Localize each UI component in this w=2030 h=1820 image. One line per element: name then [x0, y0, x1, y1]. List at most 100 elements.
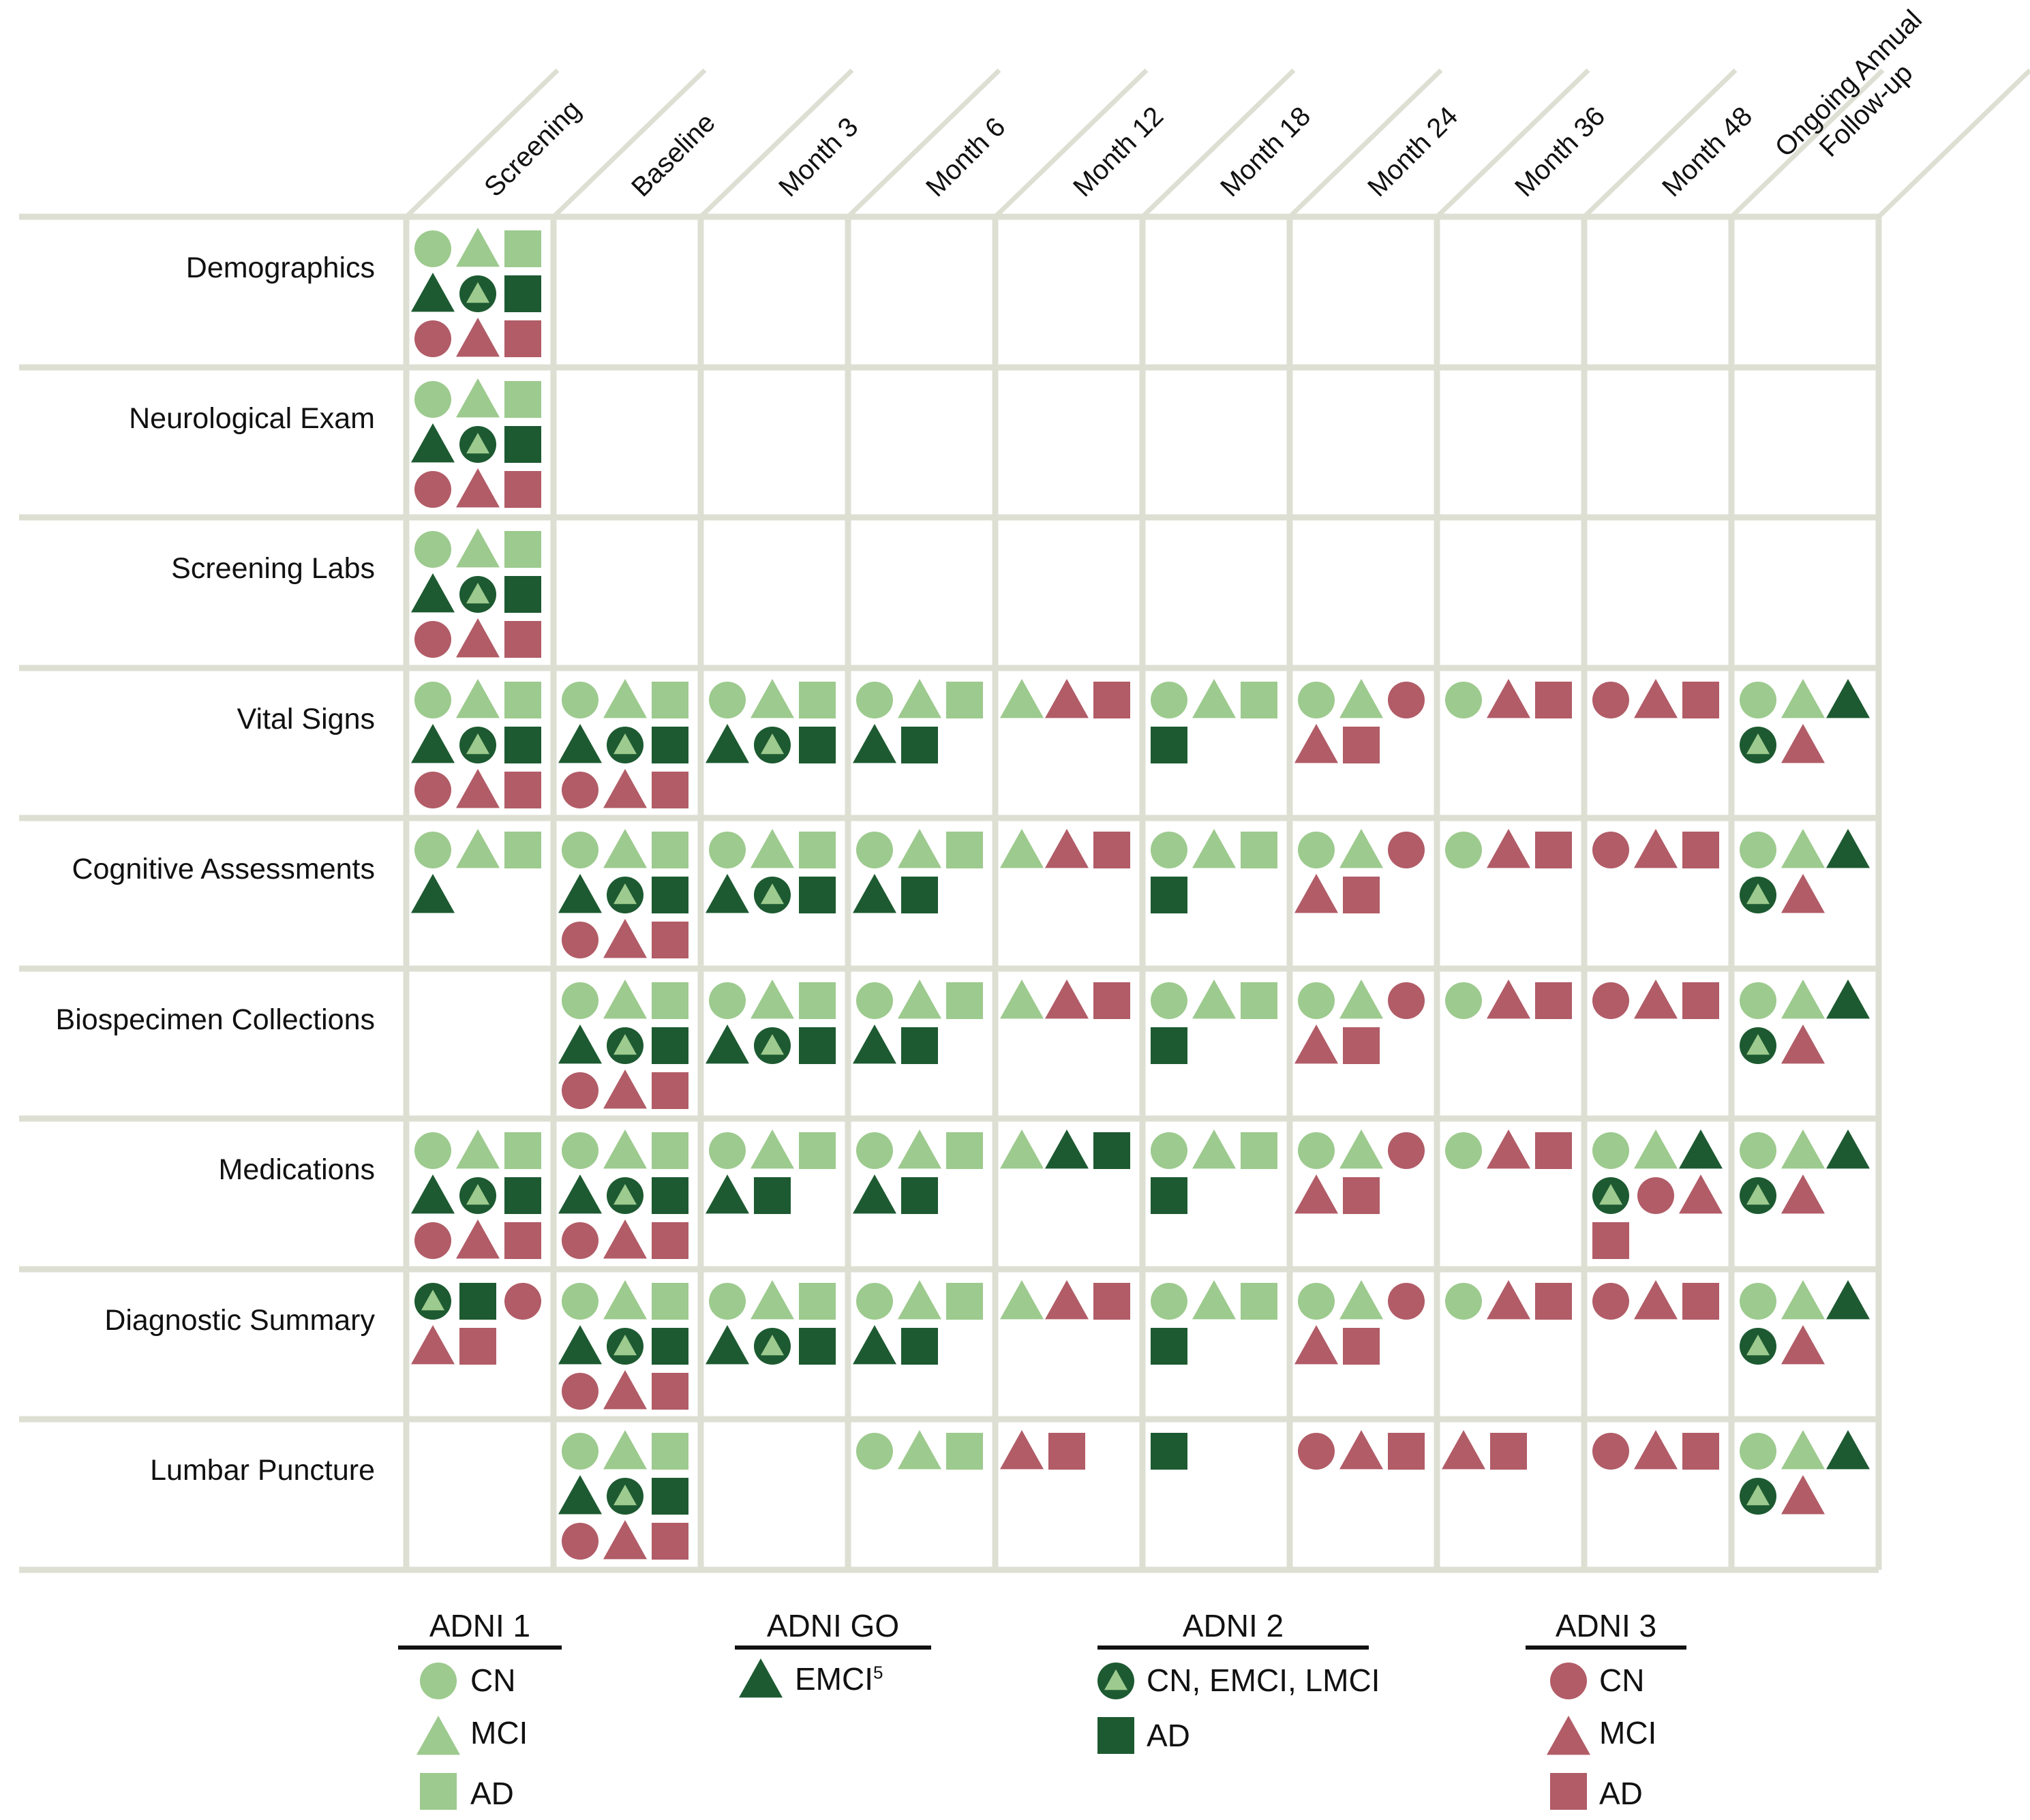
column-header-diagonal — [1877, 68, 2030, 219]
schedule-cell — [1740, 829, 1870, 913]
adni3-ad-square-marker — [652, 772, 688, 808]
adni1-mci-triangle-marker — [456, 829, 500, 868]
legend-markers — [416, 1658, 1590, 1810]
schedule-cell — [1740, 1280, 1870, 1365]
adni2-cn-emci-lmci-circle-marker — [1740, 727, 1776, 763]
adni3-ad-square-marker — [1343, 1177, 1380, 1214]
adni1-mci-triangle-marker — [1339, 1129, 1383, 1169]
row-label: Screening Labs — [171, 552, 375, 585]
adni1-ad-square-marker — [652, 982, 688, 1019]
adni2-ad-square-marker — [504, 727, 541, 763]
adni1-cn-circle-marker — [856, 1132, 893, 1169]
schedule-cell — [1151, 829, 1277, 913]
schedule-cell — [411, 829, 541, 913]
row-label: Diagnostic Summary — [104, 1304, 375, 1337]
column-header-diagonal — [1140, 68, 1296, 219]
adni2-ad-square-marker — [1151, 727, 1187, 763]
adni1-mci-triangle-marker — [1781, 679, 1825, 718]
adni3-mci-triangle-marker — [1634, 1280, 1678, 1320]
adni1-cn-circle-marker — [414, 1132, 451, 1169]
adni3-mci-triangle-marker — [1487, 1280, 1530, 1320]
schedule-cell — [1294, 980, 1425, 1064]
adni1-cn-circle-marker — [562, 1132, 599, 1169]
schedule-cell — [853, 829, 983, 913]
adni3-ad-square-marker — [1550, 1773, 1587, 1810]
adnigo-emci-triangle-marker — [706, 1025, 749, 1064]
adnigo-emci-triangle-marker — [1826, 1129, 1870, 1169]
adni1-mci-triangle-marker — [456, 528, 500, 568]
legend-adni3-cn-label: CN — [1599, 1663, 1645, 1698]
adni3-mci-triangle-marker — [603, 1520, 647, 1560]
adni3-ad-square-marker — [1343, 877, 1380, 913]
adni3-cn-circle-marker — [414, 320, 451, 357]
adni3-mci-triangle-marker — [1487, 980, 1530, 1019]
adni3-ad-square-marker — [1682, 832, 1719, 868]
adnigo-emci-triangle-marker — [853, 724, 896, 763]
adni2-ad-square-marker — [1151, 1433, 1187, 1470]
adni3-cn-circle-marker — [414, 621, 451, 658]
adni1-cn-circle-marker — [1151, 1283, 1187, 1320]
schedule-cell — [1740, 1129, 1870, 1214]
schedule-cell — [853, 679, 983, 763]
adni1-ad-square-marker — [652, 1433, 688, 1470]
adni3-mci-triangle-marker — [1487, 1129, 1530, 1169]
adni2-cn-emci-lmci-circle-marker — [459, 727, 496, 763]
adni3-cn-circle-marker — [1388, 1283, 1425, 1320]
adni1-mci-triangle-marker — [898, 679, 941, 718]
schedule-cell — [1151, 1433, 1187, 1470]
adni2-ad-square-marker — [1151, 1328, 1187, 1365]
adnigo-emci-triangle-marker — [558, 874, 602, 913]
adni1-cn-circle-marker — [414, 832, 451, 868]
adni2-ad-square-marker — [652, 1027, 688, 1064]
column-header-diagonal — [1582, 68, 1738, 219]
adnigo-emci-triangle-marker — [1826, 679, 1870, 718]
schedule-cell — [411, 679, 541, 808]
adni1-mci-triangle-marker — [1192, 980, 1236, 1019]
adni1-cn-circle-marker — [1740, 1433, 1776, 1470]
legend-adni3-title: ADNI 3 — [1555, 1608, 1657, 1643]
adni1-cn-circle-marker — [1445, 1283, 1482, 1320]
adni3-cn-circle-marker — [562, 1523, 599, 1560]
adnigo-emci-triangle-marker — [411, 1174, 455, 1214]
row-label: Biospecimen Collections — [55, 1003, 375, 1036]
adni3-cn-circle-marker — [562, 922, 599, 958]
adnigo-emci-triangle-marker — [1826, 980, 1870, 1019]
adni3-ad-square-marker — [652, 1523, 688, 1560]
adni1-mci-triangle-marker — [1000, 980, 1044, 1019]
adni2-ad-square-marker — [901, 1177, 938, 1214]
adni3-ad-square-marker — [1093, 982, 1130, 1019]
adni3-mci-triangle-marker — [603, 919, 647, 958]
adni1-ad-square-marker — [1241, 682, 1277, 718]
adni3-cn-circle-marker — [1388, 832, 1425, 868]
adni1-ad-square-marker — [504, 682, 541, 718]
adni1-ad-square-marker — [652, 1132, 688, 1169]
column-header-diagonal — [993, 68, 1149, 219]
adni1-ad-square-marker — [652, 832, 688, 868]
adni3-ad-square-marker — [1682, 1283, 1719, 1320]
adni3-ad-square-marker — [504, 1222, 541, 1259]
adni1-cn-circle-marker — [414, 381, 451, 418]
legend-adni1-title: ADNI 1 — [429, 1608, 531, 1643]
adni3-mci-triangle-marker — [1045, 980, 1089, 1019]
adni3-mci-triangle-marker — [1781, 1475, 1825, 1515]
adni2-ad-square-marker — [652, 727, 688, 763]
schedule-cell — [1445, 829, 1572, 868]
adni3-mci-triangle-marker — [1634, 829, 1678, 868]
adni1-mci-triangle-marker — [416, 1716, 460, 1755]
adni3-ad-square-marker — [652, 1072, 688, 1109]
adni3-ad-square-marker — [1343, 1027, 1380, 1064]
adni1-ad-square-marker — [504, 381, 541, 418]
grid-lines — [19, 68, 2030, 1573]
adni2-cn-emci-lmci-circle-marker — [607, 1478, 643, 1515]
adni3-ad-square-marker — [1682, 982, 1719, 1019]
adni1-cn-circle-marker — [1740, 1283, 1776, 1320]
adni1-cn-circle-marker — [1298, 982, 1335, 1019]
adni3-mci-triangle-marker — [1000, 1430, 1044, 1470]
schedule-cell — [558, 1280, 688, 1410]
adni1-cn-circle-marker — [1151, 682, 1187, 718]
adni1-cn-circle-marker — [1445, 682, 1482, 718]
adnigo-emci-triangle-marker — [558, 724, 602, 763]
adni1-mci-triangle-marker — [898, 1430, 941, 1470]
row-label: Neurological Exam — [129, 402, 375, 435]
adni1-cn-circle-marker — [856, 682, 893, 718]
